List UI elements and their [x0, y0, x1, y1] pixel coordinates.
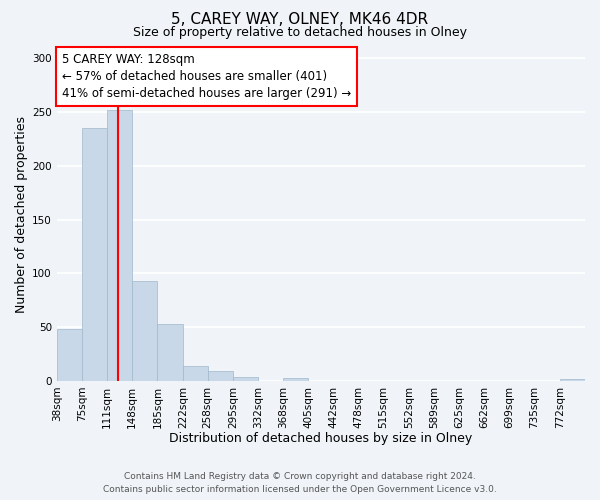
Bar [233, 376, 258, 381]
Bar [157, 324, 183, 381]
Bar [107, 110, 132, 381]
Text: 5, CAREY WAY, OLNEY, MK46 4DR: 5, CAREY WAY, OLNEY, MK46 4DR [172, 12, 428, 28]
Bar [57, 329, 82, 381]
Bar [132, 281, 157, 381]
X-axis label: Distribution of detached houses by size in Olney: Distribution of detached houses by size … [169, 432, 473, 445]
Bar [183, 366, 208, 381]
Text: 5 CAREY WAY: 128sqm
← 57% of detached houses are smaller (401)
41% of semi-detac: 5 CAREY WAY: 128sqm ← 57% of detached ho… [62, 53, 351, 100]
Bar [82, 128, 107, 381]
Y-axis label: Number of detached properties: Number of detached properties [15, 116, 28, 312]
Bar [283, 378, 308, 381]
Text: Size of property relative to detached houses in Olney: Size of property relative to detached ho… [133, 26, 467, 39]
Bar [208, 371, 233, 381]
Bar [560, 378, 585, 381]
Text: Contains HM Land Registry data © Crown copyright and database right 2024.
Contai: Contains HM Land Registry data © Crown c… [103, 472, 497, 494]
